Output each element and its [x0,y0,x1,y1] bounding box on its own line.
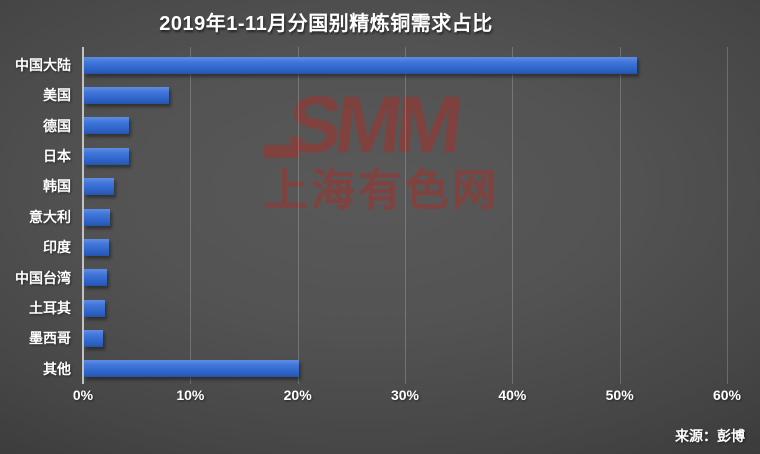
x-tick-label: 50% [605,387,634,403]
gridline [512,47,514,384]
category-label: 意大利 [29,208,71,225]
gridline [190,47,192,384]
y-axis-line [82,47,84,384]
category-label: 美国 [43,87,71,104]
bar [84,329,104,347]
plot-area [82,47,735,384]
x-tick-label: 60% [712,387,742,403]
bar [84,178,115,196]
category-label: 日本 [43,148,71,165]
bar [84,117,130,135]
bar [84,238,109,256]
x-tick-label: 40% [498,387,527,403]
gridline [619,47,621,384]
category-label: 中国大陆 [15,57,71,73]
source-label: 来源：彭博 [675,428,745,444]
category-label: 土耳其 [29,299,71,316]
bar [84,269,107,287]
category-label: 印度 [43,239,71,256]
bar [84,147,130,165]
category-label: 中国台湾 [15,269,71,286]
x-tick-label: 30% [390,387,420,403]
gridline [727,47,728,384]
category-label: 德国 [43,117,71,134]
bar [84,299,106,317]
category-label: 其他 [43,360,71,377]
bar [84,56,637,74]
x-tick-label: 0% [72,387,94,403]
gridline [405,47,406,384]
gridline [297,47,299,384]
category-label: 韩国 [43,178,71,195]
value-axis: 0% 10% 20% 30% 40% 50% 60% [73,387,741,405]
x-tick-label: 20% [283,387,312,403]
chart-title: 2019年1-11月分国别精炼铜需求占比 [159,13,493,35]
bar [84,360,299,378]
bar [84,208,110,226]
category-axis: 中国大陆美国德国日本韩国意大利印度中国台湾土耳其墨西哥其他 [0,50,76,384]
x-tick-label: 10% [176,387,205,403]
category-label: 墨西哥 [29,330,71,347]
bar [84,87,169,105]
